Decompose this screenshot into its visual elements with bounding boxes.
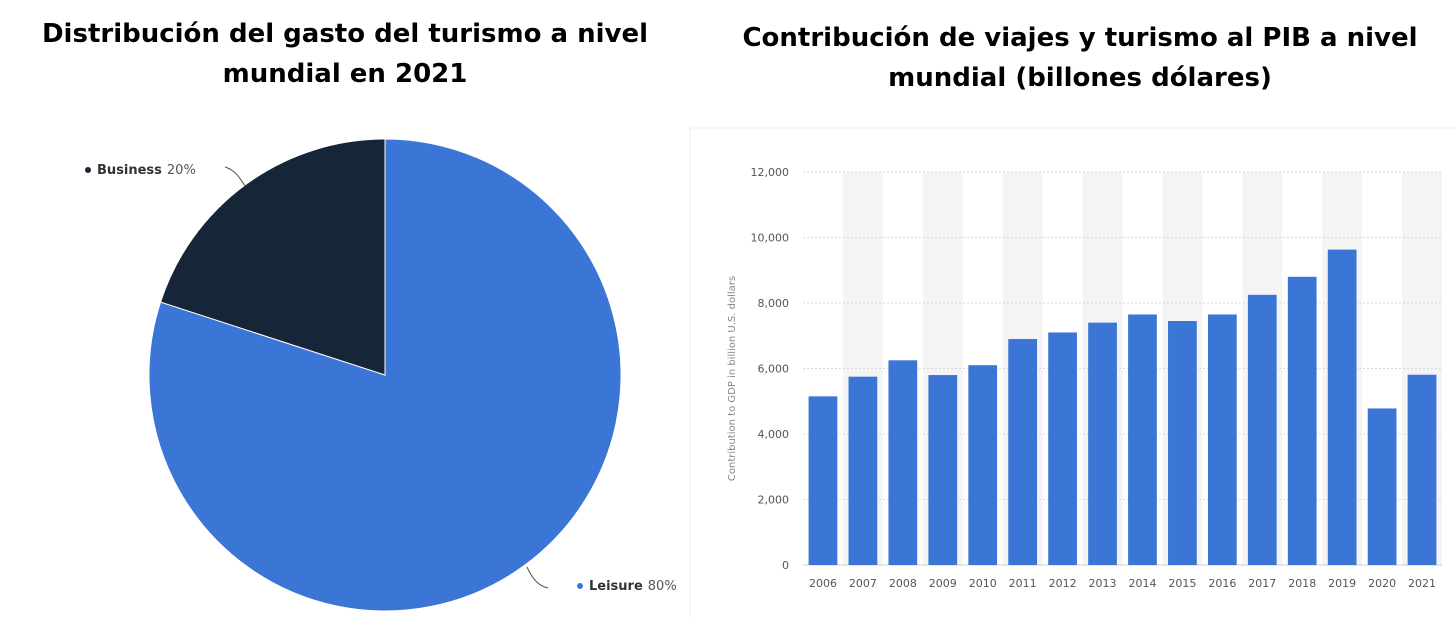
bar-2006[interactable] (808, 396, 838, 565)
pie-label-business: Business 20% (97, 163, 196, 178)
x-tick-label: 2021 (1408, 577, 1436, 590)
pie-legend-dot-business (85, 167, 91, 173)
x-tick-label: 2015 (1168, 577, 1196, 590)
bar-2020[interactable] (1367, 408, 1397, 565)
bar-2017[interactable] (1247, 294, 1277, 565)
pie-connector-leisure (526, 566, 549, 589)
bar-2019[interactable] (1327, 249, 1357, 565)
y-axis-label: Contribution to GDP in billion U.S. doll… (727, 276, 738, 481)
y-tick-label: 0 (782, 559, 789, 572)
bar-2012[interactable] (1048, 332, 1077, 565)
x-tick-label: 2006 (809, 577, 837, 590)
bar-2007[interactable] (848, 376, 878, 565)
x-tick-label: 2009 (929, 577, 957, 590)
x-tick-label: 2020 (1368, 577, 1396, 590)
pie-legend-dot-leisure (577, 583, 583, 589)
bar-2015[interactable] (1168, 321, 1197, 565)
bar-2016[interactable] (1207, 314, 1237, 565)
bar-2008[interactable] (888, 360, 918, 565)
y-tick-label: 10,000 (751, 232, 790, 245)
bar-2018[interactable] (1287, 276, 1317, 565)
pie-slice-business[interactable] (159, 138, 386, 376)
y-tick-label: 12,000 (751, 166, 790, 179)
x-tick-label: 2008 (889, 577, 917, 590)
x-tick-label: 2018 (1288, 577, 1316, 590)
x-tick-label: 2013 (1089, 577, 1117, 590)
bar-2021[interactable] (1407, 374, 1437, 565)
pie-connector-business (224, 166, 246, 187)
x-tick-label: 2012 (1049, 577, 1077, 590)
bar-2011[interactable] (1008, 339, 1038, 565)
y-tick-label: 2,000 (758, 494, 790, 507)
y-tick-label: 8,000 (758, 297, 790, 310)
x-tick-label: 2016 (1208, 577, 1236, 590)
x-tick-label: 2011 (1009, 577, 1037, 590)
pie-chart-title: Distribución del gasto del turismo a niv… (41, 19, 649, 89)
pie-chart: Business 20% Leisure 80% (85, 138, 677, 612)
x-tick-label: 2019 (1328, 577, 1356, 590)
bar-chart: 0 2,000 4,000 6,000 8,000 10,000 12,000 2006 200… (727, 166, 1442, 590)
y-tick-label: 6,000 (758, 363, 790, 376)
bar-2013[interactable] (1088, 322, 1117, 565)
y-tick-label: 4,000 (758, 428, 790, 441)
bar-2010[interactable] (968, 365, 998, 565)
x-tick-label: 2014 (1128, 577, 1156, 590)
bar-2009[interactable] (928, 375, 958, 565)
x-tick-label: 2007 (849, 577, 877, 590)
bar-2014[interactable] (1128, 314, 1157, 565)
x-tick-label: 2010 (969, 577, 997, 590)
pie-label-leisure: Leisure 80% (589, 579, 677, 594)
bar-chart-title: Contribución de viajes y turismo al PIB … (742, 23, 1418, 93)
x-tick-label: 2017 (1248, 577, 1276, 590)
